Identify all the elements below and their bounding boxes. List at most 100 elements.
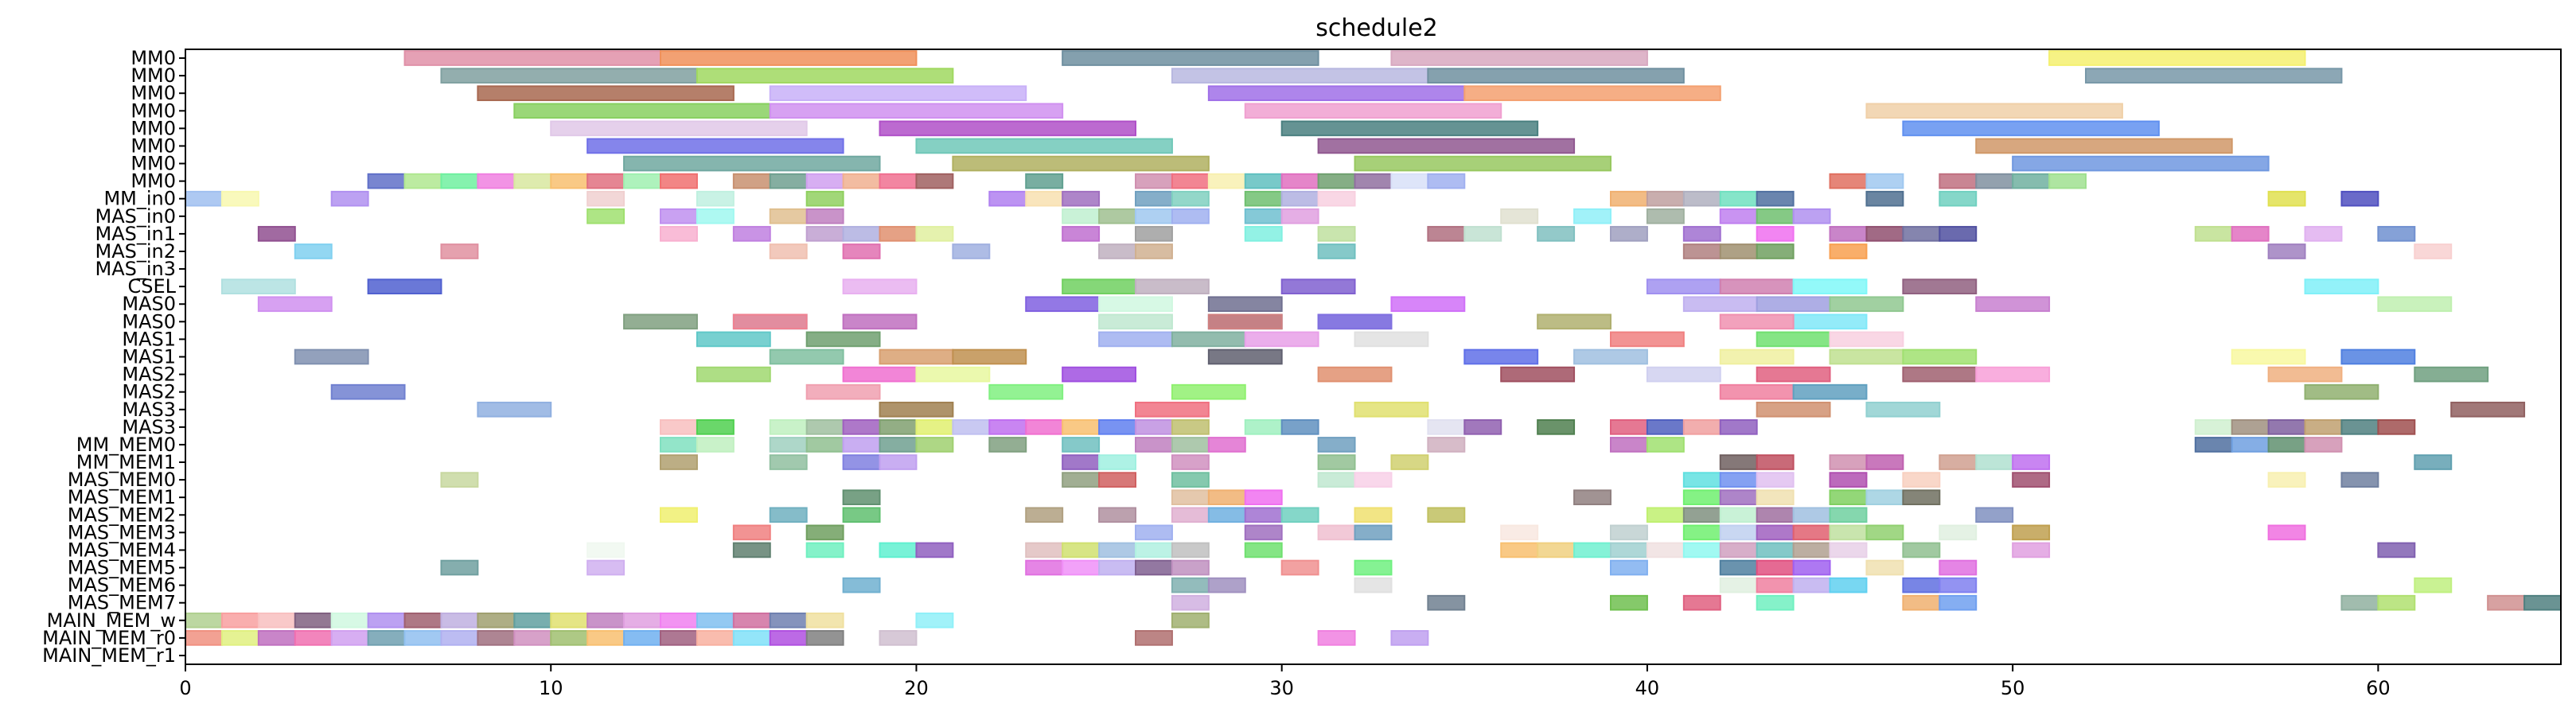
schedule-bar	[1171, 331, 1246, 348]
schedule-bar	[1902, 542, 1941, 558]
schedule-bar	[805, 383, 881, 400]
schedule-bar	[769, 630, 808, 646]
schedule-bar	[1171, 68, 1429, 84]
schedule-bar	[440, 559, 479, 576]
schedule-bar	[440, 243, 479, 259]
schedule-bar	[2304, 278, 2379, 294]
schedule-bar	[769, 243, 808, 259]
schedule-bar	[1646, 419, 1685, 435]
schedule-bar	[550, 612, 589, 628]
schedule-bar	[915, 226, 954, 242]
schedule-bar	[1975, 138, 2233, 154]
schedule-bar	[1171, 559, 1210, 576]
schedule-bar	[1902, 489, 1941, 506]
schedule-bar	[587, 190, 625, 207]
schedule-bar	[330, 190, 369, 207]
schedule-bar	[2048, 173, 2087, 189]
schedule-bar	[952, 419, 991, 435]
schedule-bar	[1025, 559, 1064, 576]
schedule-bar	[842, 313, 918, 330]
schedule-bar	[1280, 173, 1319, 189]
schedule-bar	[2340, 472, 2379, 488]
schedule-bar	[1682, 489, 1721, 506]
y-tick-label: MM0	[131, 117, 176, 139]
schedule-bar	[1354, 155, 1611, 172]
schedule-bar	[1135, 559, 1173, 576]
schedule-bar	[732, 612, 771, 628]
schedule-bar	[587, 173, 625, 189]
schedule-bar	[440, 630, 479, 646]
schedule-bar	[660, 630, 698, 646]
schedule-bar	[1171, 577, 1210, 593]
schedule-bar	[732, 524, 771, 541]
schedule-bar	[1829, 173, 1868, 189]
y-tick-label: MM0	[131, 47, 176, 69]
schedule-bar	[842, 507, 881, 523]
schedule-bar	[842, 226, 881, 242]
schedule-bar	[1500, 542, 1539, 558]
schedule-bar	[805, 542, 844, 558]
schedule-bar	[842, 173, 881, 189]
schedule-bar	[1244, 173, 1283, 189]
schedule-bar	[1062, 542, 1101, 558]
schedule-bar	[2340, 190, 2379, 207]
schedule-bar	[2231, 419, 2270, 435]
schedule-bar	[660, 454, 698, 470]
schedule-bar	[1244, 190, 1283, 207]
schedule-bar	[623, 173, 661, 189]
schedule-bar	[1646, 278, 1721, 294]
schedule-bar	[2048, 50, 2306, 66]
schedule-bar	[1865, 489, 1904, 506]
schedule-bar	[1792, 383, 1868, 400]
schedule-bar	[1354, 577, 1393, 593]
schedule-bar	[879, 401, 954, 418]
schedule-bar	[1756, 401, 1831, 418]
schedule-bar	[769, 507, 808, 523]
schedule-bar	[1207, 489, 1246, 506]
schedule-bar	[1646, 208, 1685, 224]
schedule-bar	[1719, 383, 1795, 400]
schedule-bar	[1354, 331, 1429, 348]
schedule-bar	[2267, 366, 2343, 383]
schedule-bar	[1719, 577, 1758, 593]
schedule-bar	[1098, 243, 1136, 259]
schedule-bar	[660, 507, 698, 523]
schedule-bar	[2012, 173, 2051, 189]
y-tick-label: MM0	[131, 99, 176, 122]
schedule-bar	[2304, 437, 2343, 453]
schedule-bar	[2377, 296, 2453, 313]
schedule-bar	[1682, 594, 1721, 611]
x-tick-label: 40	[1635, 677, 1660, 699]
schedule-bar	[1719, 419, 1758, 435]
schedule-bar	[1719, 542, 1758, 558]
schedule-bar	[1792, 559, 1831, 576]
schedule-bar	[1756, 507, 1795, 523]
schedule-bar	[1207, 85, 1466, 102]
schedule-bar	[696, 366, 771, 383]
schedule-bar	[587, 208, 625, 224]
schedule-bar	[1025, 419, 1064, 435]
schedule-bar	[1792, 577, 1831, 593]
schedule-bar	[988, 383, 1064, 400]
schedule-bar	[513, 103, 771, 119]
schedule-bar	[1719, 190, 1758, 207]
schedule-bar	[1098, 313, 1173, 330]
schedule-bar	[367, 612, 406, 628]
schedule-bar	[1062, 559, 1101, 576]
schedule-bar	[477, 173, 516, 189]
schedule-bar	[1317, 313, 1393, 330]
schedule-bar	[2231, 348, 2306, 365]
x-tick-label: 0	[179, 677, 191, 699]
schedule-bar	[623, 155, 881, 172]
schedule-bar	[1244, 524, 1283, 541]
y-tick-label: MAS_in2	[95, 240, 176, 263]
schedule-bar	[1865, 559, 1904, 576]
schedule-bar	[2231, 437, 2270, 453]
schedule-bar	[257, 296, 333, 313]
schedule-bar	[1646, 190, 1685, 207]
schedule-bar	[1756, 577, 1795, 593]
schedule-bar	[1207, 313, 1283, 330]
schedule-bar	[1756, 331, 1831, 348]
schedule-bar	[769, 612, 808, 628]
schedule-bar	[1280, 120, 1539, 137]
